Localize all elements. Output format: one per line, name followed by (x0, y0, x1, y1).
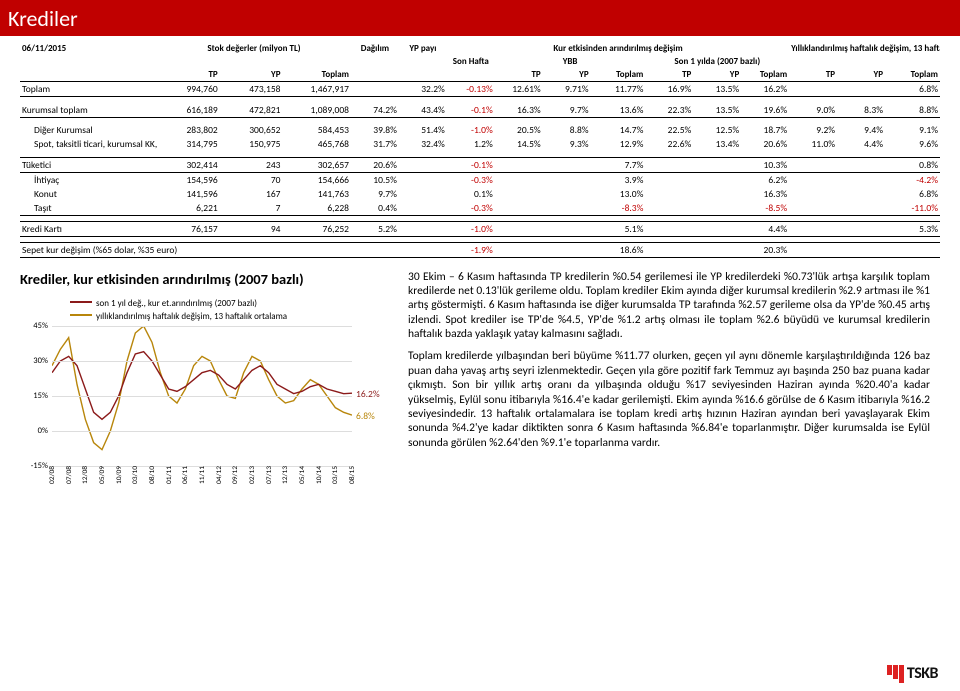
x-axis: 02/0807/0812/0805/0910/0903/1008/1001/11… (52, 466, 352, 492)
y-axis: -15%0%15%30%45% (20, 326, 50, 466)
main-table: 06/11/2015Stok değerler (milyon TL)Dağıl… (20, 42, 940, 258)
chart-title: Krediler, kur etkisinden arındırılmış (2… (20, 270, 400, 288)
logo-text: TSKB (907, 664, 938, 683)
plot-area (52, 326, 352, 466)
chart-column: Krediler, kur etkisinden arındırılmış (2… (20, 270, 400, 496)
body-row: Krediler, kur etkisinden arındırılmış (2… (20, 270, 940, 496)
text-column: 30 Ekim – 6 Kasım haftasında TP krediler… (400, 270, 930, 496)
content-area: 06/11/2015Stok değerler (milyon TL)Dağıl… (0, 36, 960, 496)
page-header: Krediler (0, 0, 960, 36)
chart-legend: son 1 yıl değ., kur et.arındırılmış (200… (70, 298, 400, 322)
logo: TSKB (887, 664, 938, 683)
line-chart: -15%0%15%30%45% 02/0807/0812/0805/0910/0… (20, 326, 390, 496)
page-title: Krediler (8, 5, 78, 32)
logo-bars-icon (887, 665, 904, 683)
